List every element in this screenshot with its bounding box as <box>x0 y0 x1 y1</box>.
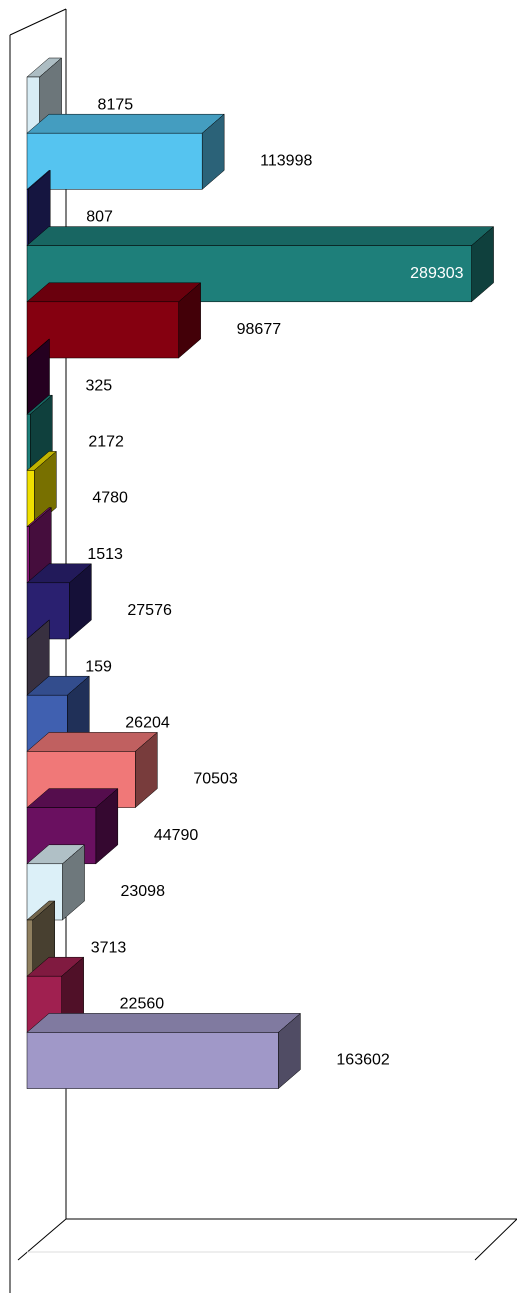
walls <box>9 8 517 1293</box>
bar-top <box>26 113 225 134</box>
floor-edge <box>17 1218 67 1261</box>
bar <box>26 301 179 359</box>
bar <box>26 413 31 471</box>
data-label: 289303 <box>410 265 463 282</box>
data-label: 8175 <box>98 96 134 113</box>
bar <box>26 470 35 527</box>
data-label: 44790 <box>154 827 199 844</box>
data-label: 163602 <box>336 1052 389 1069</box>
data-label: 113998 <box>260 153 312 170</box>
data-label: 3713 <box>91 939 127 956</box>
data-label: 27576 <box>127 602 172 619</box>
data-label: 2172 <box>88 434 124 451</box>
bar <box>26 526 30 584</box>
data-label: 1513 <box>87 546 123 563</box>
data-label: 22560 <box>120 996 165 1013</box>
bar <box>26 132 203 190</box>
bar-top <box>26 282 202 303</box>
bar-top <box>26 1013 302 1033</box>
data-label: 26204 <box>125 715 170 732</box>
bar <box>26 1032 279 1089</box>
data-label: 98677 <box>237 321 282 338</box>
data-label: 325 <box>85 377 112 394</box>
data-label: 159 <box>85 658 112 675</box>
bar-top <box>26 732 159 752</box>
data-label: 70503 <box>193 771 238 788</box>
bar-top <box>26 226 495 246</box>
bar <box>26 189 29 246</box>
bar <box>26 919 33 977</box>
data-label: 807 <box>86 209 113 226</box>
data-label: 4780 <box>92 490 128 507</box>
data-label: 23098 <box>120 883 165 900</box>
floor-edge <box>474 1218 517 1261</box>
wall-edge <box>9 8 67 36</box>
